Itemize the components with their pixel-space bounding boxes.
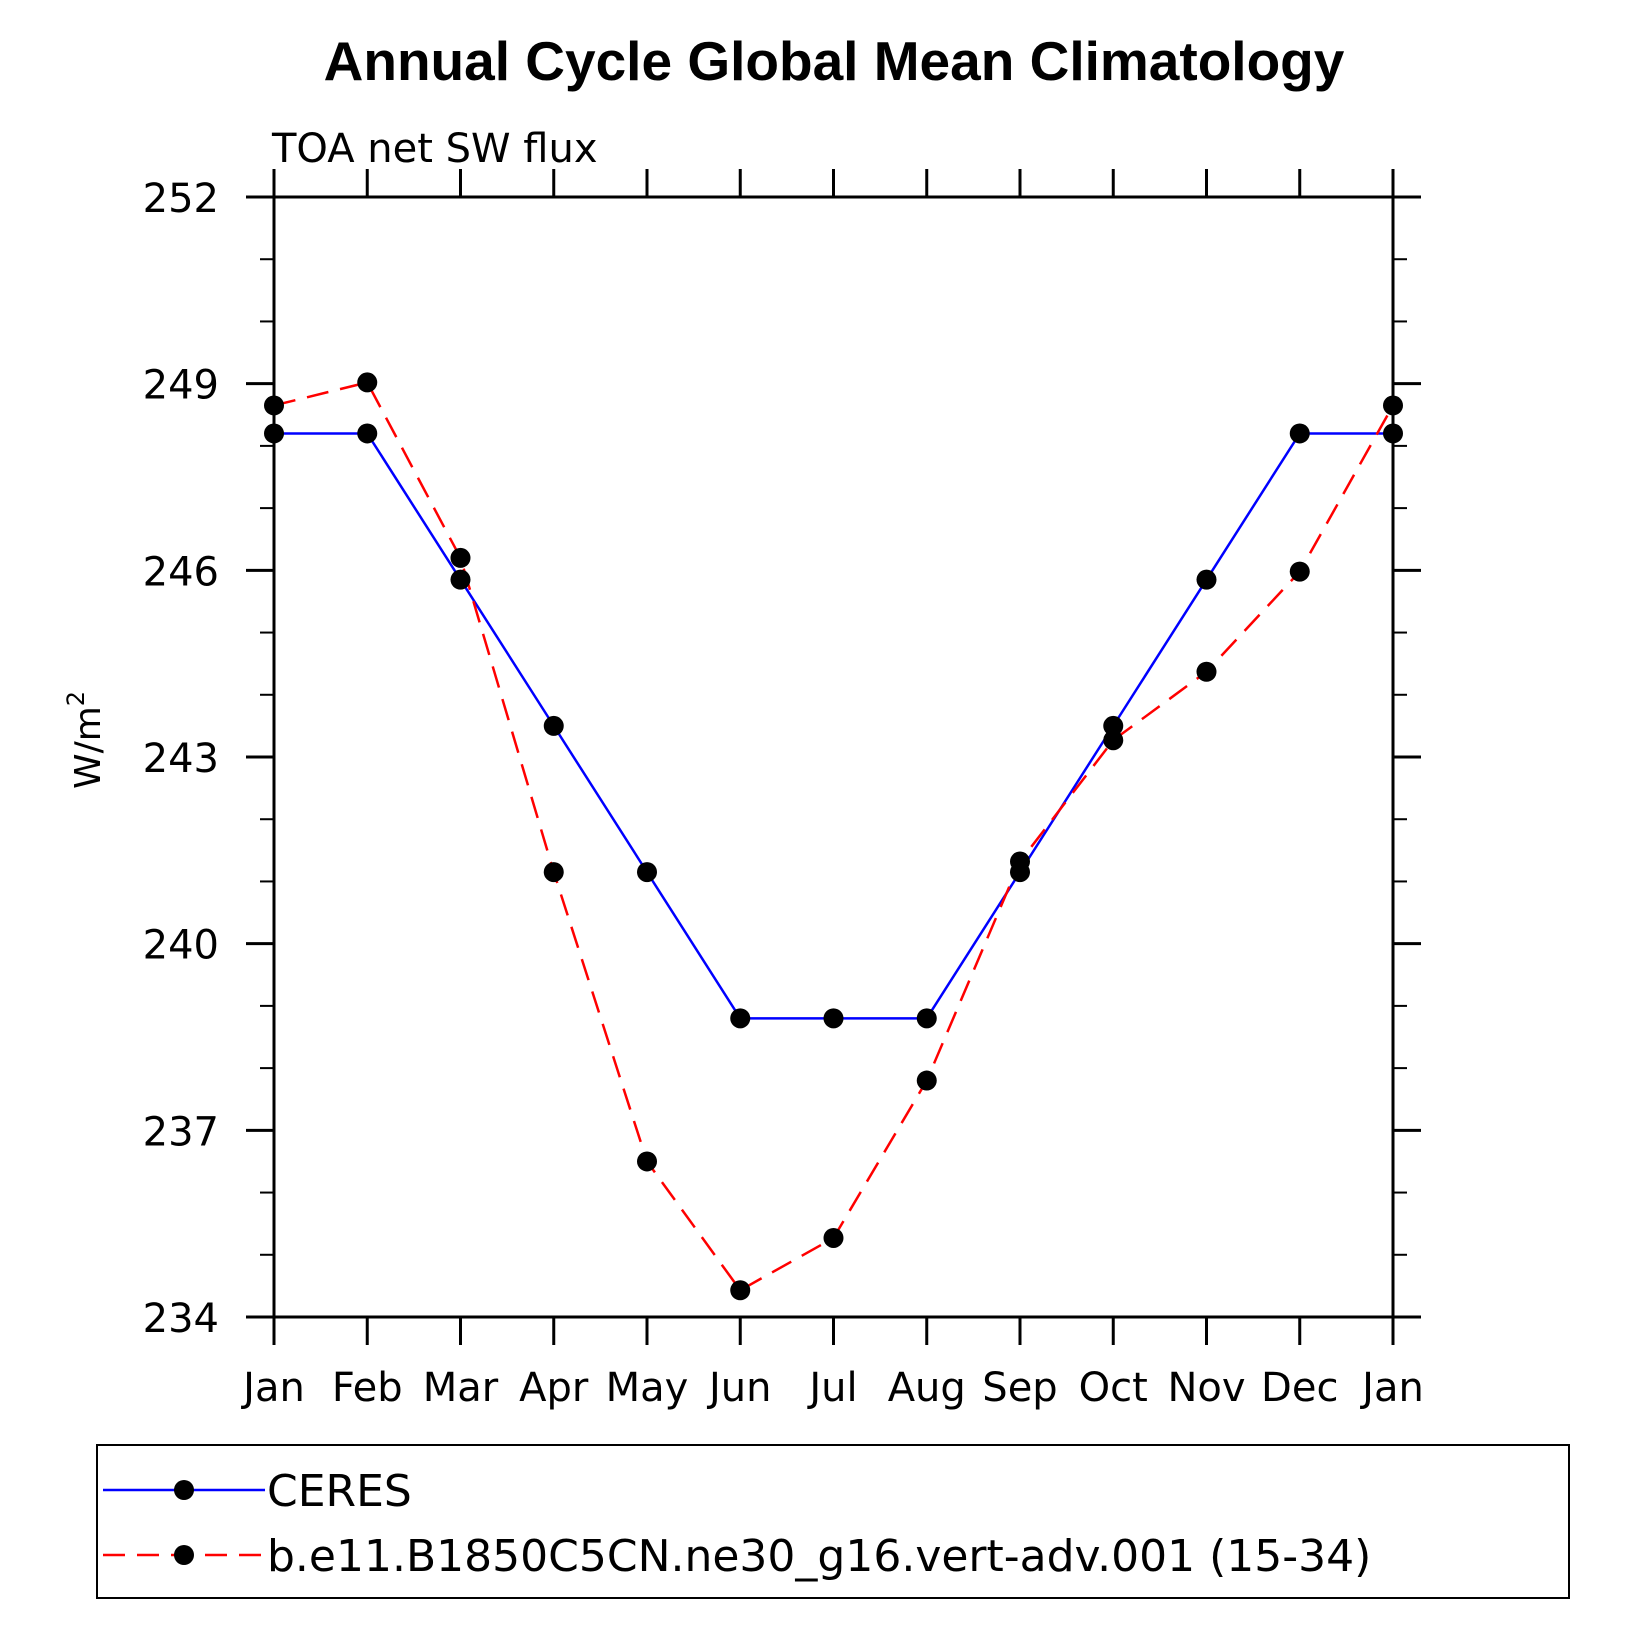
x-tick-label: Nov: [1167, 1365, 1245, 1411]
series-0-point: [1196, 569, 1217, 590]
x-tick-label: Oct: [1079, 1365, 1148, 1411]
x-tick-label: Jan: [240, 1365, 305, 1411]
series-1-point: [916, 1070, 937, 1091]
y-tick-label: 243: [143, 736, 219, 782]
series-1-point: [730, 1280, 751, 1301]
chart-subtitle: TOA net SW flux: [271, 126, 598, 172]
series-1-point: [543, 862, 564, 883]
series-1-point: [450, 547, 471, 568]
series-1-point: [1383, 395, 1403, 416]
series-0-point: [1289, 423, 1310, 444]
y-tick-label: 234: [143, 1296, 219, 1342]
series-0-point: [1103, 715, 1124, 736]
series-1-point: [1010, 851, 1030, 872]
x-tick-label: Dec: [1261, 1365, 1338, 1411]
x-tick-label: Apr: [519, 1365, 589, 1411]
x-tick-label: Mar: [423, 1365, 499, 1411]
plot-frame: [272, 195, 1395, 1319]
series-line-1: [273, 380, 1395, 1292]
series-1-point: [264, 395, 284, 416]
series-0-point: [637, 862, 657, 883]
legend-marker-1: [174, 1545, 194, 1565]
y-tick-label: 240: [143, 923, 219, 969]
series-1-point: [357, 372, 378, 393]
y-tick-label: 237: [143, 1109, 219, 1155]
series-1-point: [1103, 730, 1124, 751]
series-1-point: [823, 1227, 844, 1248]
series-0-point: [357, 423, 378, 444]
series-1-point: [637, 1151, 657, 1172]
series-0-point: [264, 423, 284, 444]
y-axis-label: W/m2: [62, 691, 109, 789]
series-0-point: [730, 1008, 751, 1029]
y-tick-label: 252: [143, 176, 219, 222]
y-tick-label: 249: [143, 363, 219, 409]
legend-label-1: b.e11.B1850C5CN.ne30_g16.vert-adv.001 (1…: [267, 1531, 1371, 1582]
series-1-point: [1196, 661, 1217, 682]
series-0-point: [543, 715, 564, 736]
y-axis-label-text: W/m: [68, 706, 109, 789]
series-0-point: [450, 569, 471, 590]
x-tick-label: Jul: [806, 1365, 857, 1411]
x-tick-label: Aug: [888, 1365, 966, 1411]
y-tick-label: 246: [143, 549, 219, 595]
x-tick-label: Sep: [982, 1365, 1057, 1411]
x-tick-label: Jun: [706, 1365, 772, 1411]
x-tick-label: Feb: [332, 1365, 403, 1411]
chart-title: Annual Cycle Global Mean Climatology: [324, 30, 1345, 92]
series-0-point: [916, 1008, 937, 1029]
legend-box: [96, 1444, 1570, 1599]
legend-marker-0: [174, 1480, 194, 1500]
x-tick-label: Jan: [1359, 1365, 1424, 1411]
legend-label-0: CERES: [267, 1466, 412, 1517]
series-0-point: [823, 1008, 844, 1029]
series-0-point: [1383, 423, 1403, 444]
x-tick-label: May: [606, 1365, 689, 1411]
series-1-point: [1289, 561, 1310, 582]
svg-text:W/m2: W/m2: [62, 691, 109, 789]
y-axis-label-superscript: 2: [62, 691, 90, 706]
